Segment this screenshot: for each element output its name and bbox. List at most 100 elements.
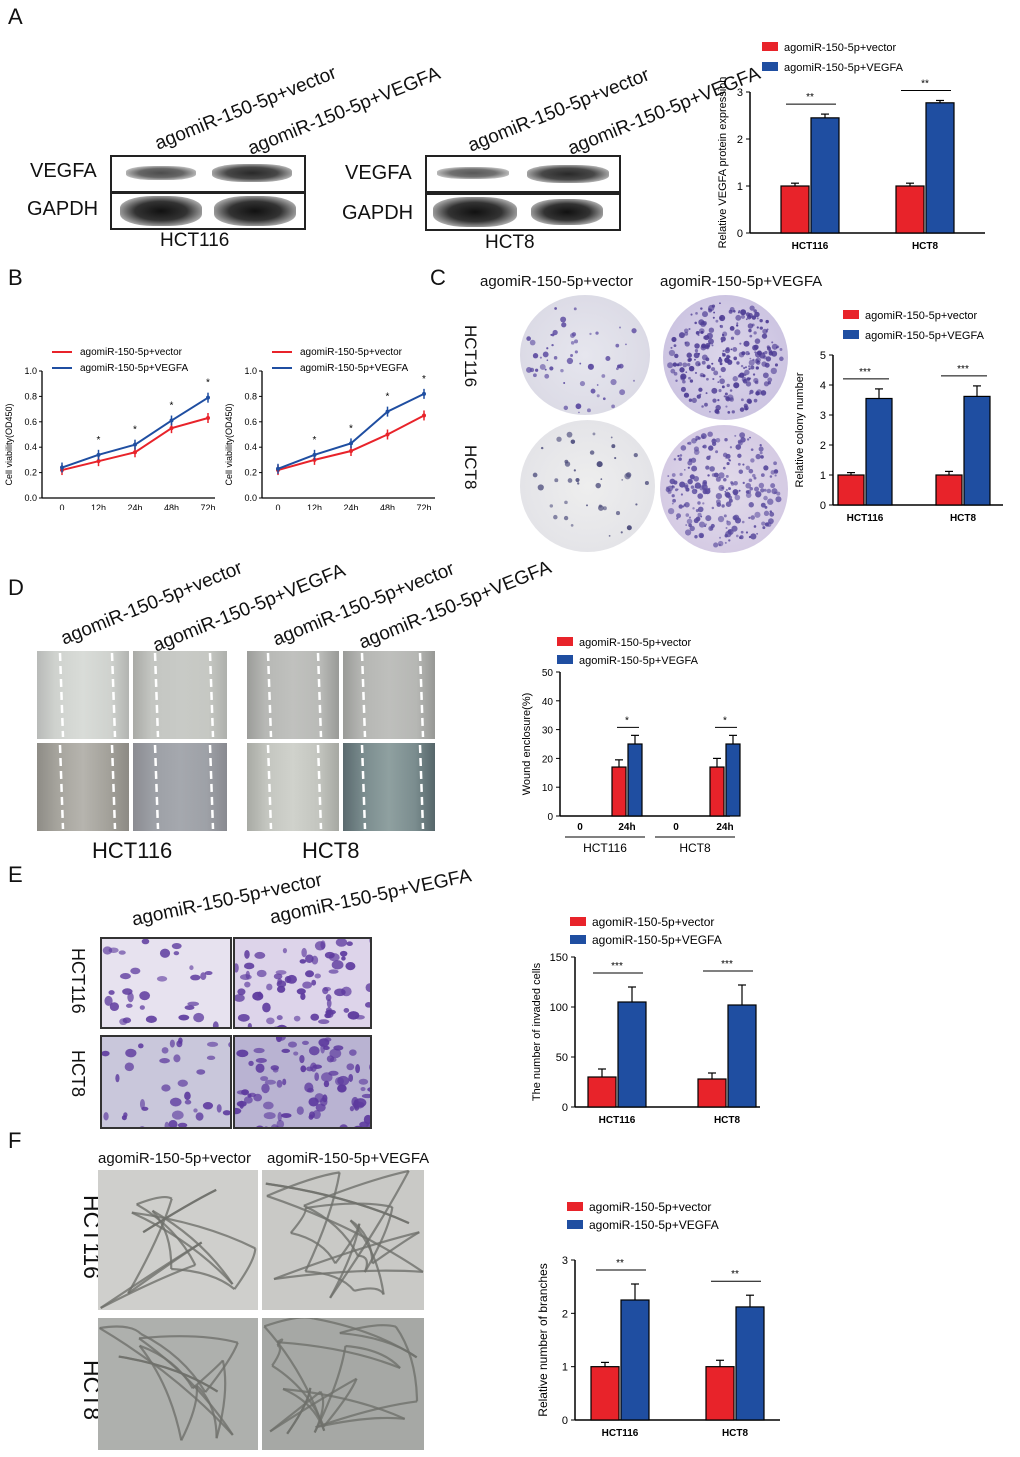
x-tick-label: 24h [716,822,733,833]
y-tick-label: 0.8 [244,391,257,401]
y-tick-label: 1 [737,181,743,193]
y-tick-label: 2 [737,134,743,146]
y-tick-label: 0 [547,812,553,823]
legend-swatch-1 [567,1220,583,1229]
x-tick-label: HCT116 [599,1115,636,1126]
colony-dish-hct116-vegfa [663,295,788,420]
y-tick-label: 30 [542,726,554,737]
x-tick-label: 12h [307,503,322,510]
bar-1-0 [810,117,840,234]
data-point [276,466,280,471]
y-tick-label: 40 [542,697,554,708]
significance-mark: * [313,435,317,446]
y-tick-label: 0 [820,500,826,512]
bar-0-1 [611,766,627,817]
blot-label-gapdh-2: GAPDH [342,202,414,224]
bar-0-0 [780,185,810,234]
legend-label-1: agomiR-150-5p+VEGFA [865,330,985,342]
y-tick-label: 20 [542,754,554,765]
d-caption-hct8: HCT8 [302,838,360,863]
legend-swatch-0 [570,917,586,926]
significance-mark: ** [616,1258,624,1269]
x-tick-label: 48h [380,503,395,510]
y-axis-label: Wound enclosure(%) [521,693,533,796]
x-tick-label: HCT8 [950,513,977,524]
x-tick-label: HCT116 [792,241,829,252]
tube-image-hct116-vector [98,1170,258,1310]
legend-label-1: agomiR-150-5p+VEGFA [784,62,904,74]
bar-1-1 [727,1004,757,1108]
significance-mark: * [170,401,174,412]
y-tick-label: 2 [562,1308,568,1320]
y-tick-label: 3 [737,87,743,99]
data-point [422,391,426,396]
y-tick-label: 3 [562,1255,568,1267]
data-point [385,432,390,437]
data-point [385,409,390,414]
bar-1-1 [735,1306,765,1421]
x-tick-label: HCT8 [912,241,939,252]
panel-label-d: D [8,575,24,600]
bar-1-1 [627,743,643,817]
c-row-hct8: HCT8 [461,445,480,490]
panel-label-e: E [8,862,23,887]
y-tick-label: 1.0 [244,366,257,376]
y-tick-label: 50 [542,668,554,679]
invasion-image-hct116-vegfa [233,937,372,1029]
y-axis-label: Relative VEGFA protein expression [717,77,729,249]
data-point [133,442,137,447]
data-point [349,449,353,454]
y-tick-label: 0.4 [244,442,257,452]
blot-band-gapdh-hct8 [425,193,621,231]
legend-swatch-0 [567,1202,583,1211]
legend-label-0: agomiR-150-5p+vector [80,347,183,358]
tube-image-hct8-vegfa [262,1318,424,1450]
blot-label-vegfa-2: VEGFA [345,162,412,184]
legend-swatch-0 [557,637,573,646]
x-tick-label: 0 [275,503,280,510]
y-tick-label: 1 [562,1362,568,1374]
significance-mark: * [386,392,390,403]
legend-label-1: agomiR-150-5p+VEGFA [592,933,722,947]
y-tick-label: 3 [820,410,826,422]
y-tick-label: 0.6 [244,417,257,427]
significance-mark: *** [957,364,969,375]
y-tick-label: 0.8 [24,391,37,401]
y-tick-label: 0.4 [24,442,37,452]
significance-mark: * [349,423,353,434]
x-tick-label: 24h [127,503,142,510]
y-tick-label: 0.2 [244,468,257,478]
bar-1-0 [620,1299,650,1421]
chart-c-colony-number: agomiR-150-5p+vector agomiR-150-5p+VEGFA 0… [794,310,1003,524]
y-tick-label: 1.0 [24,366,37,376]
x-tick-label: HCT8 [714,1115,741,1126]
bar-1-0 [617,1001,647,1108]
blot-label-gapdh: GAPDH [27,198,99,220]
x-tick-label: 0 [59,503,64,510]
colony-dish-hct8-vector [520,420,655,552]
significance-mark: * [133,425,137,436]
legend-swatch-1 [843,330,859,339]
y-tick-label: 0.0 [244,493,257,503]
x-tick-label: HCT116 [602,1428,639,1439]
bar-0-1 [895,185,925,234]
y-tick-label: 50 [556,1052,568,1064]
y-axis-label: Cell viability(OD450) [4,403,14,485]
invasion-image-hct8-vegfa [233,1035,372,1129]
wound-image-hct8-vector-0h [247,651,339,739]
y-axis-label: Relative number of branches [536,1263,550,1416]
bar-0-0 [837,474,865,506]
x-tick-label: 12h [91,503,106,510]
blot-band-vegfa-hct8 [425,155,621,193]
chart-e-invaded-cells: agomiR-150-5p+vector agomiR-150-5p+VEGFA 0… [531,915,760,1126]
bar-0-1 [705,1366,735,1421]
legend-label-0: agomiR-150-5p+vector [300,347,403,358]
y-axis-label: Relative colony number [794,372,806,487]
significance-mark: * [97,435,101,446]
chart-d-wound-enclosure: agomiR-150-5p+vector agomiR-150-5p+VEGFA 0… [521,637,741,855]
legend-swatch-1 [557,655,573,664]
colony-dish-hct8-vegfa [660,425,788,553]
legend-label-1: agomiR-150-5p+VEGFA [300,363,408,374]
legend-swatch-0 [843,310,859,319]
legend-label-1: agomiR-150-5p+VEGFA [80,363,188,374]
